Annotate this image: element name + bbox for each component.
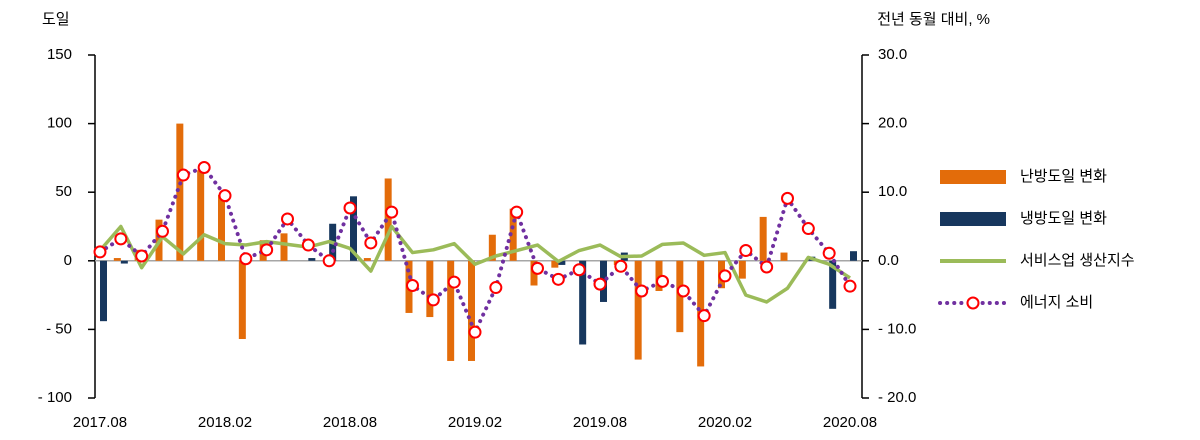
line bbox=[98, 224, 851, 304]
x-tick-label: 2018.08 bbox=[323, 414, 377, 431]
point-marker bbox=[135, 249, 149, 263]
point-marker bbox=[260, 243, 274, 257]
bar bbox=[488, 234, 496, 261]
bar bbox=[113, 258, 121, 261]
x-tick-label: 2020.08 bbox=[823, 414, 877, 431]
point-marker bbox=[801, 222, 815, 236]
y2-tick-label: - 10.0 bbox=[878, 320, 916, 337]
point-marker bbox=[551, 272, 565, 286]
y2-tick-label: 20.0 bbox=[878, 115, 907, 132]
bar bbox=[558, 260, 566, 265]
point-marker bbox=[156, 224, 169, 238]
y-tick-label: 50 bbox=[55, 183, 72, 200]
y2-tick-label: - 20.0 bbox=[878, 389, 916, 406]
legend-marker bbox=[966, 296, 980, 310]
point-marker bbox=[531, 261, 544, 275]
point-marker bbox=[489, 281, 503, 295]
point-marker bbox=[281, 212, 294, 226]
legend-swatch bbox=[940, 170, 1006, 184]
bar bbox=[426, 260, 434, 318]
point-marker bbox=[468, 325, 482, 339]
y2-tick-label: 30.0 bbox=[878, 46, 907, 63]
x-tick-label: 2018.02 bbox=[198, 414, 252, 431]
bar bbox=[176, 123, 184, 261]
point-marker bbox=[676, 284, 690, 298]
bar bbox=[350, 196, 357, 261]
point-marker bbox=[385, 205, 399, 219]
bar bbox=[384, 178, 392, 261]
point-marker bbox=[301, 238, 315, 252]
point-marker bbox=[447, 275, 461, 289]
point-marker bbox=[822, 246, 836, 260]
point-marker bbox=[843, 279, 857, 293]
point-marker bbox=[364, 236, 378, 250]
x-tick-label: 2020.02 bbox=[698, 414, 752, 431]
point-marker bbox=[197, 161, 211, 175]
bar bbox=[551, 260, 559, 268]
y2-tick-label: 0.0 bbox=[878, 252, 899, 269]
bar bbox=[120, 260, 128, 264]
point-marker bbox=[760, 260, 774, 274]
bar bbox=[759, 216, 767, 261]
point-marker bbox=[614, 259, 628, 273]
bar bbox=[738, 260, 746, 279]
bar bbox=[363, 258, 371, 261]
bar bbox=[780, 252, 788, 261]
y-tick-label: 150 bbox=[47, 46, 72, 63]
bar bbox=[100, 260, 107, 322]
point-marker bbox=[176, 168, 190, 182]
point-marker bbox=[343, 201, 357, 215]
legend-label: 에너지 소비 bbox=[1020, 294, 1093, 311]
y2-tick-label: 10.0 bbox=[878, 183, 907, 200]
y-tick-label: - 100 bbox=[38, 389, 72, 406]
x-tick-label: 2017.08 bbox=[73, 414, 127, 431]
x-tick-label: 2019.02 bbox=[448, 414, 502, 431]
bar bbox=[218, 194, 225, 261]
legend-swatch bbox=[940, 212, 1006, 226]
bar bbox=[308, 258, 316, 261]
point-marker bbox=[322, 254, 336, 268]
legend-label: 냉방도일 변화 bbox=[1020, 210, 1107, 227]
point-marker bbox=[218, 189, 232, 203]
point-marker bbox=[572, 263, 586, 277]
y-tick-label: 0 bbox=[64, 252, 72, 269]
x-tick-label: 2019.08 bbox=[573, 414, 627, 431]
point-marker bbox=[406, 278, 419, 292]
bar bbox=[447, 260, 455, 361]
point-marker bbox=[739, 244, 753, 258]
bar bbox=[197, 170, 205, 261]
bar bbox=[829, 260, 837, 309]
point-marker bbox=[114, 232, 128, 246]
point-marker bbox=[239, 252, 253, 266]
bar bbox=[850, 251, 857, 261]
bar bbox=[655, 260, 663, 291]
bar bbox=[634, 260, 642, 360]
point-marker bbox=[718, 269, 732, 283]
legend-label: 서비스업 생산지수 bbox=[1020, 252, 1135, 269]
legend-label: 난방도일 변화 bbox=[1020, 168, 1107, 185]
point-marker bbox=[593, 277, 607, 291]
bar bbox=[280, 233, 288, 261]
bar bbox=[579, 260, 587, 345]
y2-axis-title: 전년 동월 대비, % bbox=[877, 11, 990, 28]
bar bbox=[676, 260, 684, 333]
point-marker bbox=[635, 284, 649, 298]
point-marker bbox=[510, 205, 524, 219]
point-marker bbox=[656, 274, 669, 288]
y-axis-title: 도일 bbox=[42, 11, 70, 28]
point-marker bbox=[781, 191, 794, 205]
point-marker bbox=[426, 293, 440, 307]
bar bbox=[509, 208, 517, 261]
bar bbox=[238, 260, 246, 340]
y-tick-label: - 50 bbox=[46, 320, 72, 337]
point-marker bbox=[697, 309, 711, 323]
point-marker bbox=[93, 245, 107, 259]
y-tick-label: 100 bbox=[47, 115, 72, 132]
bar bbox=[468, 260, 475, 361]
